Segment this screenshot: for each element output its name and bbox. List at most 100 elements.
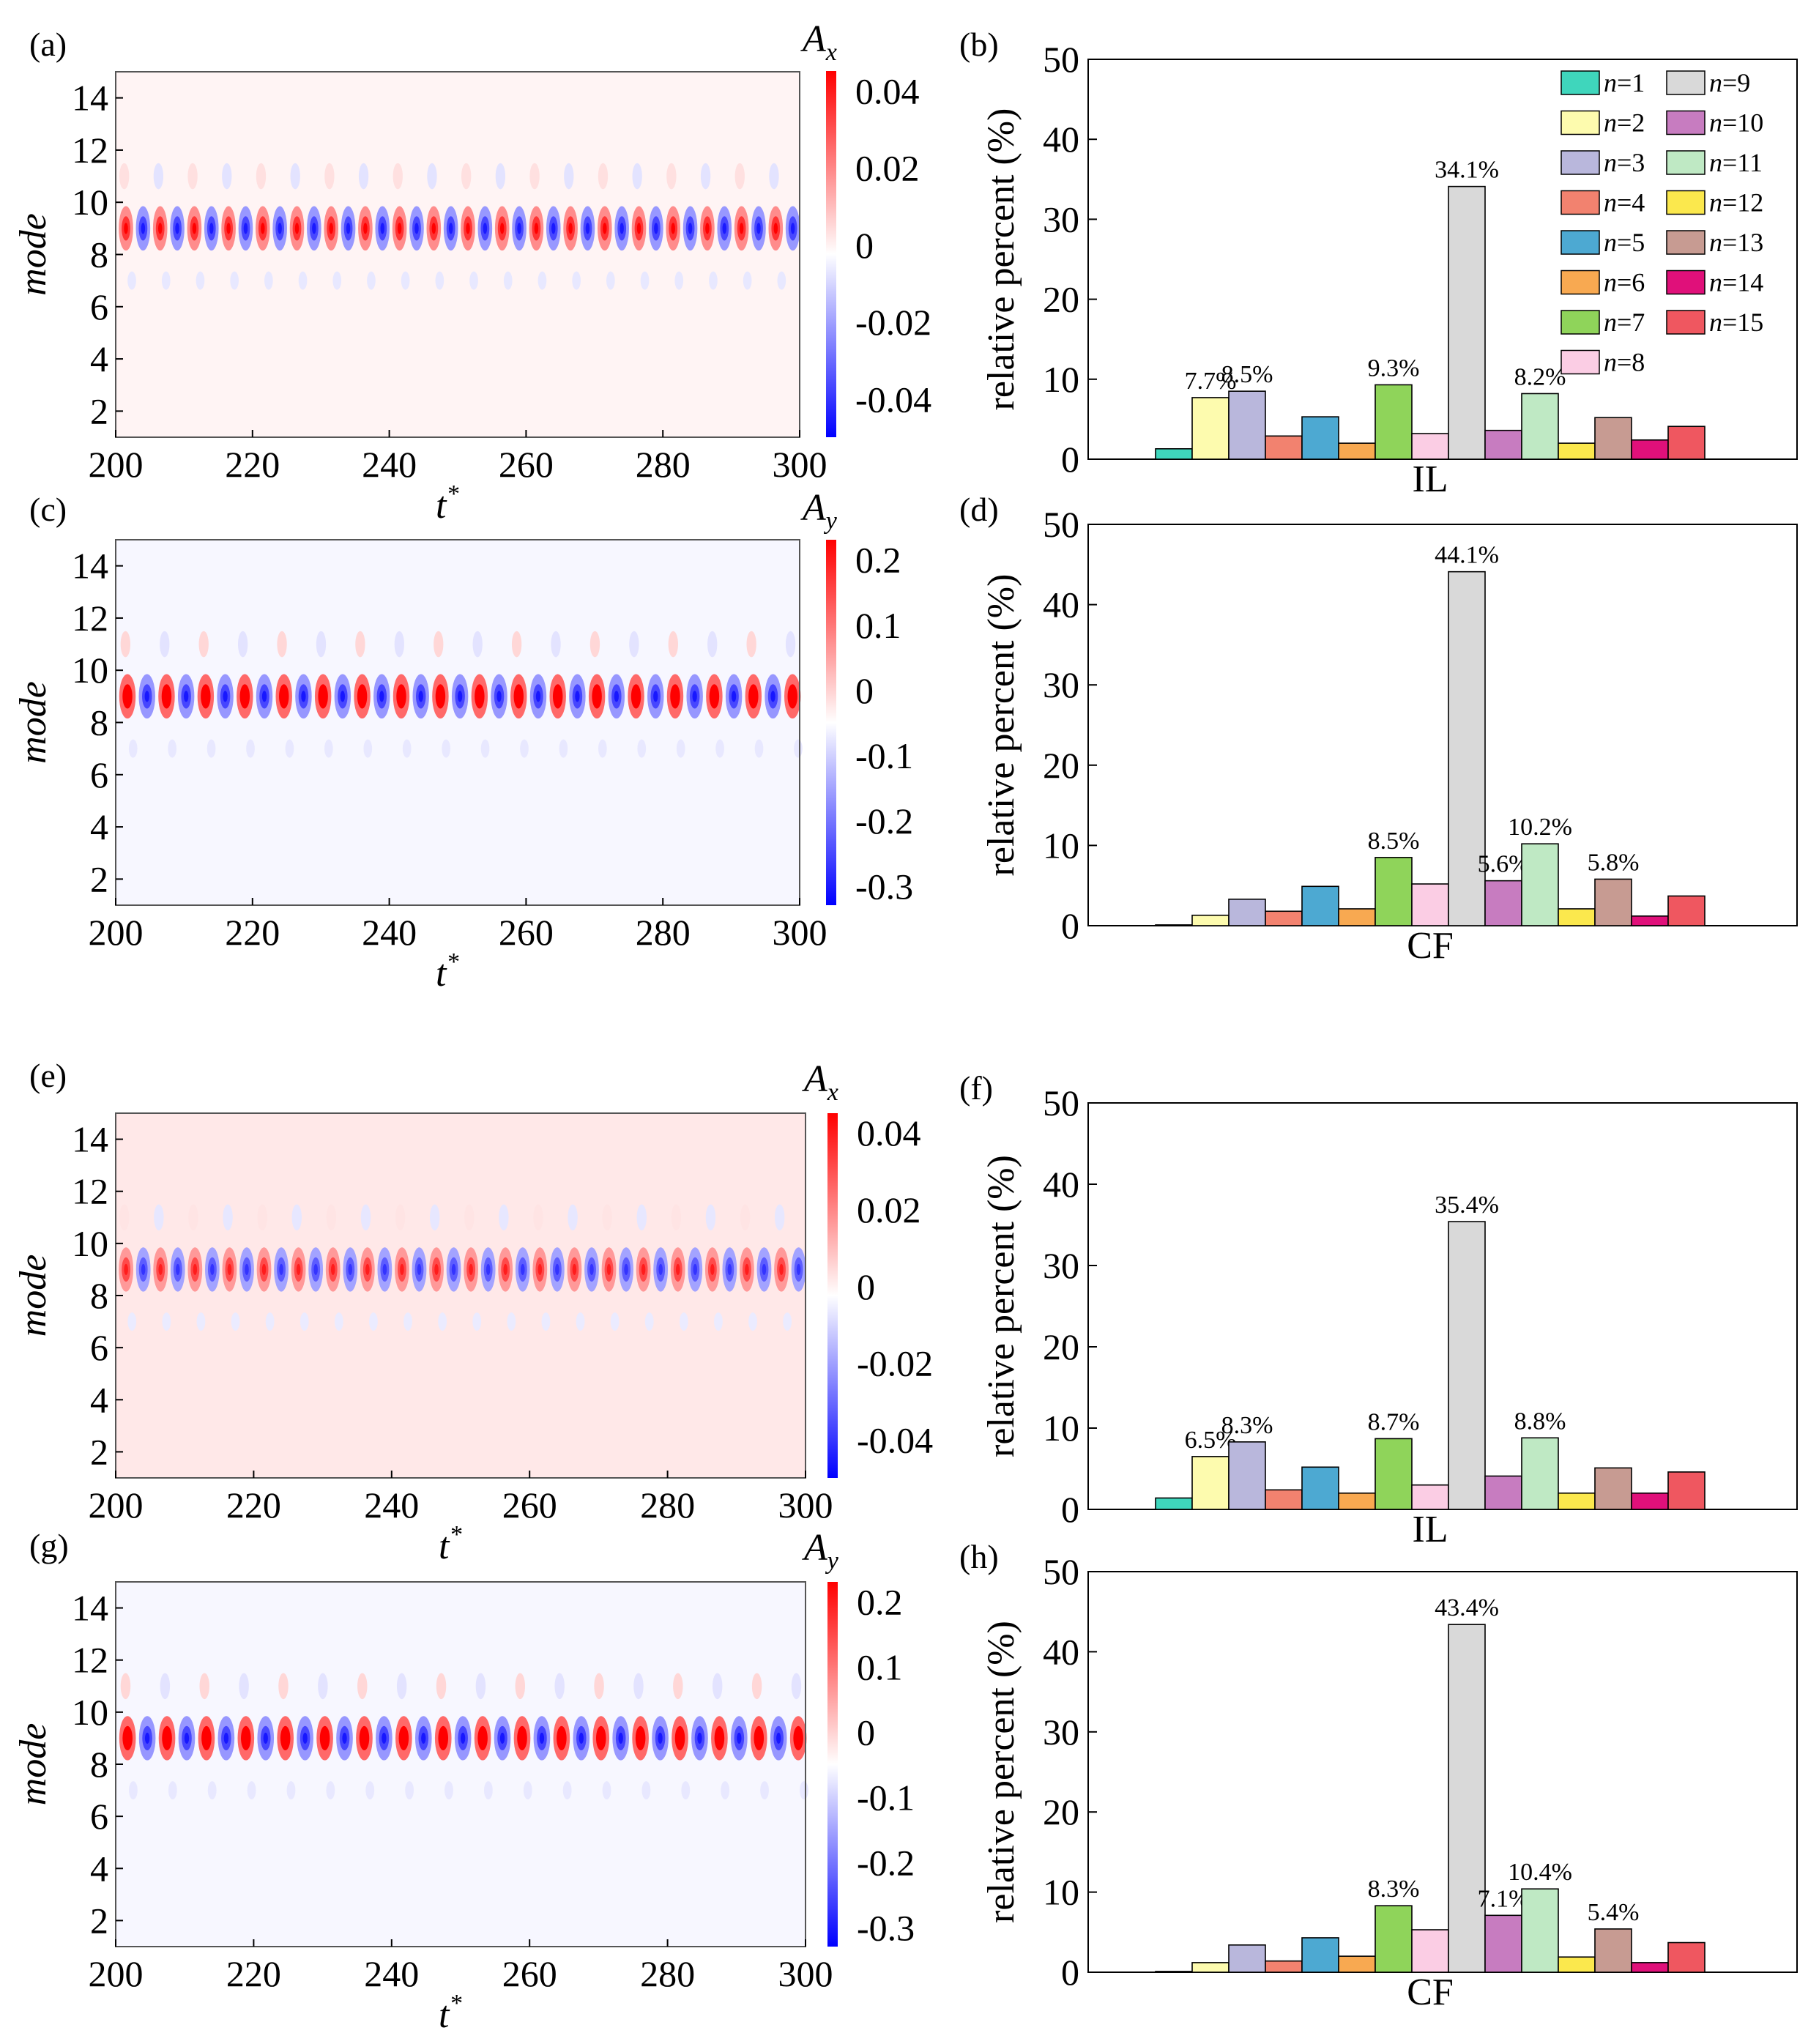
heatmap-secondary-cell <box>128 739 138 758</box>
y-tick-label: 2 <box>90 390 108 431</box>
heatmap-mode-cell <box>434 1263 439 1275</box>
heatmap-secondary-cell <box>237 631 248 658</box>
y-tick-label: 4 <box>90 806 108 847</box>
bar-n1 <box>1155 924 1193 926</box>
heatmap-mode-cell <box>263 1732 268 1744</box>
y-axis-label: mode <box>12 1723 54 1806</box>
x-tick-label: 200 <box>89 1953 144 1994</box>
legend-entry: n=10 <box>1709 108 1763 138</box>
heatmap-secondary-cell <box>324 739 333 758</box>
bar-n2 <box>1191 397 1230 460</box>
colorbar-quantity-label: Ax <box>802 1058 838 1106</box>
heatmap-mode-cell <box>227 1263 232 1275</box>
heatmap-secondary-cell <box>559 739 568 758</box>
heatmap-secondary-cell <box>168 739 176 758</box>
heatmap-secondary-cell <box>572 271 581 290</box>
heatmap-secondary-cell <box>434 631 444 658</box>
heatmap-secondary-cell <box>365 1781 375 1800</box>
heatmap-mode-cell <box>438 691 443 702</box>
legend-swatch-n15 <box>1666 310 1705 335</box>
heatmap-mode-cell <box>671 223 675 234</box>
heatmap-mode-cell <box>776 1732 781 1744</box>
heatmap-mode-cell <box>360 691 365 702</box>
heatmap-secondary-cell <box>499 1204 509 1231</box>
legend-swatch-n10 <box>1666 110 1705 135</box>
heatmap-mode-cell <box>164 1732 170 1744</box>
heatmap-secondary-cell <box>503 271 513 290</box>
heatmap-secondary-cell <box>568 1204 578 1231</box>
heatmap-mode-cell <box>551 223 556 234</box>
bar-value-label: 5.8% <box>1588 849 1640 876</box>
heatmap-mode-cell <box>517 223 521 234</box>
colorbar <box>826 71 836 437</box>
y-tick-label: 12 <box>72 1640 108 1681</box>
y-tick-label: 6 <box>90 1796 108 1837</box>
legend-swatch-n7 <box>1561 310 1600 335</box>
heatmap-secondary-cell <box>751 1673 762 1700</box>
heatmap-secondary-cell <box>154 1204 164 1231</box>
y-tick-label: 8 <box>90 234 108 275</box>
heatmap-secondary-cell <box>187 163 198 190</box>
bar-n2 <box>1191 1962 1230 1973</box>
heatmap-mode-cell <box>322 1732 327 1744</box>
y-tick-label: 40 <box>1043 119 1079 160</box>
heatmap-mode-cell <box>279 1263 283 1275</box>
y-tick-label: 4 <box>90 1379 108 1420</box>
bar-n1 <box>1155 1971 1193 1973</box>
legend-entry: n=14 <box>1709 268 1763 297</box>
colorbar-tick-label: -0.1 <box>857 1777 915 1818</box>
heatmap-secondary-cell <box>791 1673 802 1700</box>
bar-value-label: 10.4% <box>1508 1859 1572 1886</box>
heatmap-secondary-cell <box>709 271 718 290</box>
heatmap-secondary-cell <box>637 739 647 758</box>
y-tick-label: 14 <box>72 1119 108 1160</box>
x-tick-label: 260 <box>499 912 554 953</box>
bar-n4 <box>1265 435 1303 460</box>
colorbar-tick-label: -0.2 <box>855 800 913 841</box>
heatmap-secondary-cell <box>403 1312 412 1331</box>
heatmap-mode-cell <box>677 1732 682 1744</box>
bar-n9 <box>1448 185 1486 460</box>
heatmap-secondary-cell <box>666 163 677 190</box>
bar-n10 <box>1484 1475 1522 1510</box>
bar-n15 <box>1667 895 1705 926</box>
heatmap-secondary-cell <box>278 1673 289 1700</box>
colorbar-tick-label: -0.3 <box>855 866 913 907</box>
x-tick-label: 240 <box>364 1953 419 1994</box>
heatmap-secondary-cell <box>394 631 405 658</box>
heatmap-mode-cell <box>204 1732 209 1744</box>
panel-label: (d) <box>959 491 999 528</box>
x-tick-label: 200 <box>89 444 144 485</box>
y-tick-label: 2 <box>90 858 108 899</box>
heatmap-mode-cell <box>795 1732 801 1744</box>
heatmap-mode-cell <box>572 1263 577 1275</box>
y-tick-label: 50 <box>1043 1551 1079 1592</box>
heatmap-background <box>116 1582 806 1947</box>
colorbar-tick-label: 0.04 <box>857 1112 921 1153</box>
heatmap-secondary-cell <box>707 631 718 658</box>
heatmap-mode-cell <box>614 691 619 702</box>
x-tick-label: 240 <box>364 1484 419 1525</box>
bar-n3 <box>1228 1441 1266 1510</box>
heatmap-secondary-cell <box>668 631 678 658</box>
heatmap-secondary-cell <box>161 271 171 290</box>
heatmap-mode-cell <box>555 691 560 702</box>
x-tick-label: 260 <box>499 444 554 485</box>
heatmap-mode-cell <box>296 1263 301 1275</box>
legend-swatch-n8 <box>1561 349 1600 375</box>
heatmap-mode-cell <box>329 223 333 234</box>
bar-n3 <box>1228 1944 1266 1973</box>
heatmap-secondary-cell <box>464 1204 475 1231</box>
bar-value-label: 7.1% <box>1478 1885 1530 1912</box>
heatmap-secondary-cell <box>629 631 639 658</box>
heatmap-mode-cell <box>340 691 346 702</box>
heatmap-mode-cell <box>313 1263 318 1275</box>
colorbar-quantity-label: Ay <box>802 1527 839 1575</box>
heatmap-mode-cell <box>762 1263 767 1275</box>
bar-value-label: 8.3% <box>1368 1876 1420 1903</box>
colorbar-tick-label: 0 <box>857 1266 875 1307</box>
bar-n6 <box>1338 1493 1376 1510</box>
bar-n14 <box>1631 1962 1669 1973</box>
heatmap-mode-cell <box>503 1263 507 1275</box>
heatmap-secondary-cell <box>119 1204 130 1231</box>
